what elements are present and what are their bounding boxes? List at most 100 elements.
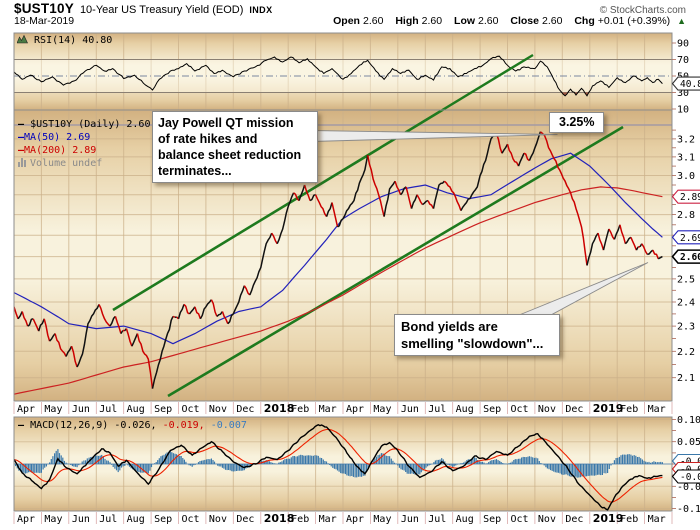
price-line-segment [331,202,339,228]
price-line-segment [227,285,246,325]
price-line-segment [325,202,333,217]
price-line-segment [21,311,29,327]
macd-hist-value: -0.007 [210,420,247,431]
x-tick-label: Feb [620,514,638,525]
price-tick-label: 2.1 [677,373,695,384]
legend-price-label: $UST10Y (Daily) 2.60 [30,119,151,130]
price-line-segment [188,306,196,315]
volume-bars-icon [18,158,28,167]
x-tick-label: May [373,514,391,525]
price-line-segment [624,236,632,245]
x-tick-label: Jun [72,404,90,415]
price-line-segment [422,199,429,206]
macd-line-swatch: — [18,420,25,431]
x-tick-label: Feb [291,514,309,525]
x-tick-label: Oct [182,404,200,415]
low-label: Low [454,15,476,27]
x-tick-label: Dec [565,514,583,525]
x-tick-label: Oct [511,514,529,525]
price-tick-label: 2.4 [677,298,695,309]
annotation-peak-325: 3.25% [549,112,605,133]
annotation-bond-yields: Bond yields are smelling "slowdown"... [394,314,560,356]
ma200-line-swatch: — [18,145,25,156]
price-line-segment [586,232,599,266]
price-tick-label: 2.2 [677,347,695,358]
x-tick-label: Nov [209,514,227,525]
price-line-segment [630,236,638,251]
price-line-segment [314,194,328,218]
ma50-line-swatch: — [18,132,25,143]
x-tick-label: May [44,514,62,525]
x-tick-label: 2018 [264,512,295,525]
x-tick-label: Nov [209,404,227,415]
x-tick-label: Dec [236,514,254,525]
x-tick-label: Aug [456,514,474,525]
price-line-segment [303,184,311,201]
ma200-value-tag: 2.89 [671,189,700,204]
price-line-segment [383,180,396,217]
price-line-segment [613,224,621,240]
quote-row: 18-Mar-2019 Open 2.60 High 2.60 Low 2.60 Cl… [14,15,686,27]
legend-ma50-row: —MA(50) 2.69 [18,131,150,144]
upper-channel-line [112,110,445,312]
chart-title: 10-Year US Treasury Yield (EOD) [79,4,244,16]
x-tick-label: Apr [17,514,35,525]
macd-series [14,424,672,511]
macd-tick-label: 0.05 [677,437,700,448]
tick-label: 2.69 [680,233,700,244]
price-line-swatch: — [18,119,25,130]
price-line-segment [109,315,116,327]
price-line-segment [443,180,462,211]
x-tick-label: Mar [648,514,666,525]
price-line-segment [271,232,278,245]
rsi-trendline [440,53,534,110]
x-tick-label: Dec [236,404,254,415]
x-tick-label: 2019 [593,402,624,415]
x-tick-label: Feb [620,404,638,415]
price-line-segment [602,228,610,251]
close-value-tag: 2.60 [671,249,700,264]
price-line-segment [337,154,369,228]
macd-histogram [15,449,663,478]
rsi-legend: RSI(14) 40.80 [16,34,112,47]
price-line-segment [76,304,100,368]
x-tick-label: Jul [428,514,446,525]
price-line-segment [276,192,295,245]
price-line-segment [416,194,424,206]
x-tick-label: Oct [511,404,529,415]
price-line-segment [432,180,445,209]
price-line-segment [98,304,111,327]
close-value: 2.60 [541,15,563,27]
legend-volume-label: Volume undef [30,158,103,169]
price-line-segment [394,180,402,195]
price-line-segment [506,143,520,167]
price-line-segment [27,318,34,327]
rsi-oversold-fill [561,92,568,96]
x-tick-label: Sep [483,514,501,525]
price-line-segment [293,192,300,202]
price-tick-label: 3.1 [677,152,695,163]
macd-legend: — MACD(12,26,9) -0.026, -0.019, -0.007 [18,419,247,432]
tick-label: 2.60 [680,252,700,263]
price-line-segment [177,304,185,320]
lower-channel-line [167,125,624,398]
rsi-line [14,55,663,97]
price-line-segment [249,232,273,296]
price-line-segment [243,285,251,296]
price-line-segment [309,193,316,202]
price-line-segment [641,243,648,255]
x-tick-label: Jun [72,514,90,525]
symbol: $UST10Y [14,1,74,16]
x-tick-label: Dec [565,404,583,415]
x-tick-label: Nov [538,514,556,525]
price-line-segment [131,333,139,347]
price-line-segment [597,232,605,251]
exchange-label: INDX [249,5,273,15]
high-label: High [395,15,419,27]
price-line-segment [539,131,588,266]
macd-signal-value: -0.019, [162,420,205,431]
x-tick-label: Jul [99,404,117,415]
axis-ticks [672,42,676,510]
price-line-segment [216,311,224,317]
